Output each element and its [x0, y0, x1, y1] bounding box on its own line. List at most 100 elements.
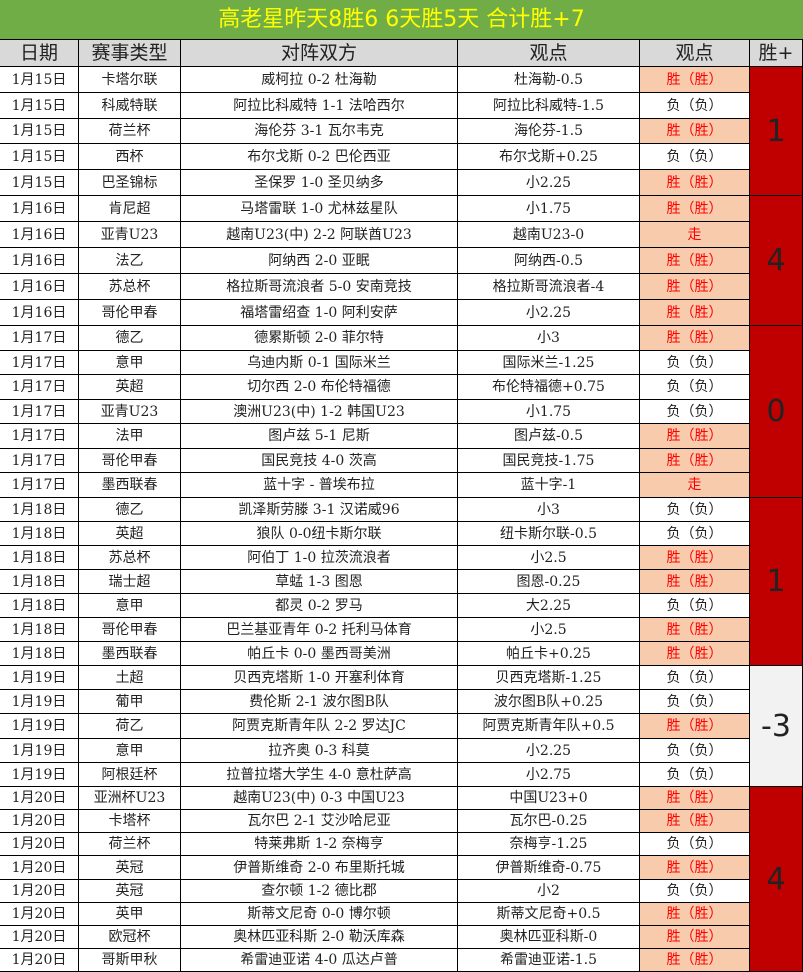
cell-result[interactable]: 负（负）	[640, 763, 750, 787]
cell-competition[interactable]: 意甲	[79, 739, 181, 763]
cell-result[interactable]: 负（负）	[640, 351, 750, 375]
cell-competition[interactable]: 法乙	[79, 248, 181, 274]
cell-view[interactable]: 阿纳西-0.5	[458, 248, 640, 274]
cell-match[interactable]: 费伦斯 2-1 波尔图B队	[181, 690, 458, 714]
cell-competition[interactable]: 德乙	[79, 498, 181, 522]
cell-competition[interactable]: 意甲	[79, 351, 181, 375]
cell-match[interactable]: 帕丘卡 0-0 墨西哥美洲	[181, 642, 458, 666]
cell-date[interactable]: 1月18日	[0, 618, 79, 642]
cell-date[interactable]: 1月17日	[0, 473, 79, 498]
cell-result[interactable]: 胜（胜）	[640, 300, 750, 326]
cell-view[interactable]: 图卢兹-0.5	[458, 424, 640, 449]
cell-match[interactable]: 凯泽斯劳滕 3-1 汉诺威96	[181, 498, 458, 522]
cell-view[interactable]: 帕丘卡+0.25	[458, 642, 640, 666]
cell-competition[interactable]: 亚洲杯U23	[79, 787, 181, 810]
cell-view[interactable]: 波尔图B队+0.25	[458, 690, 640, 714]
cell-date[interactable]: 1月15日	[0, 93, 79, 119]
cell-result[interactable]: 负（负）	[640, 666, 750, 690]
cell-result[interactable]: 胜（胜）	[640, 787, 750, 810]
cell-view[interactable]: 小2.25	[458, 739, 640, 763]
cell-view[interactable]: 大2.25	[458, 594, 640, 618]
cell-result[interactable]: 走	[640, 222, 750, 248]
cell-date[interactable]: 1月16日	[0, 222, 79, 248]
cell-competition[interactable]: 苏总杯	[79, 274, 181, 300]
cell-date[interactable]: 1月19日	[0, 763, 79, 787]
cell-result[interactable]: 胜（胜）	[640, 949, 750, 972]
cell-date[interactable]: 1月18日	[0, 594, 79, 618]
cell-match[interactable]: 狼队 0-0纽卡斯尔联	[181, 522, 458, 546]
cell-view[interactable]: 小2.25	[458, 170, 640, 196]
cell-match[interactable]: 特莱弗斯 1-2 奈梅亨	[181, 833, 458, 856]
day-total-cell[interactable]: 4	[750, 787, 803, 972]
cell-result[interactable]: 胜（胜）	[640, 424, 750, 449]
cell-competition[interactable]: 卡塔杯	[79, 810, 181, 833]
cell-date[interactable]: 1月20日	[0, 810, 79, 833]
cell-result[interactable]: 胜（胜）	[640, 618, 750, 642]
cell-competition[interactable]: 墨西联春	[79, 473, 181, 498]
cell-match[interactable]: 贝西克塔斯 1-0 开塞利体育	[181, 666, 458, 690]
cell-match[interactable]: 拉齐奥 0-3 科莫	[181, 739, 458, 763]
cell-date[interactable]: 1月15日	[0, 67, 79, 93]
cell-competition[interactable]: 哥伦甲春	[79, 300, 181, 326]
cell-view[interactable]: 越南U23-0	[458, 222, 640, 248]
cell-view[interactable]: 小2.5	[458, 618, 640, 642]
cell-result[interactable]: 胜（胜）	[640, 570, 750, 594]
cell-date[interactable]: 1月19日	[0, 666, 79, 690]
cell-result[interactable]: 胜（胜）	[640, 714, 750, 739]
cell-date[interactable]: 1月19日	[0, 690, 79, 714]
cell-competition[interactable]: 葡甲	[79, 690, 181, 714]
cell-date[interactable]: 1月16日	[0, 248, 79, 274]
cell-competition[interactable]: 亚青U23	[79, 222, 181, 248]
cell-competition[interactable]: 阿根廷杯	[79, 763, 181, 787]
cell-competition[interactable]: 荷乙	[79, 714, 181, 739]
cell-competition[interactable]: 英冠	[79, 880, 181, 903]
cell-view[interactable]: 蓝十字-1	[458, 473, 640, 498]
cell-result[interactable]: 走	[640, 473, 750, 498]
cell-date[interactable]: 1月18日	[0, 642, 79, 666]
cell-date[interactable]: 1月16日	[0, 300, 79, 326]
cell-view[interactable]: 阿拉比科威特-1.5	[458, 93, 640, 119]
cell-competition[interactable]: 哥斯甲秋	[79, 949, 181, 972]
cell-view[interactable]: 布伦特福德+0.75	[458, 375, 640, 400]
cell-view[interactable]: 中国U23+0	[458, 787, 640, 810]
cell-view[interactable]: 希雷迪亚诺-1.5	[458, 949, 640, 972]
cell-result[interactable]: 胜（胜）	[640, 196, 750, 222]
header-competition[interactable]: 赛事类型	[79, 40, 181, 67]
cell-result[interactable]: 胜（胜）	[640, 170, 750, 196]
cell-result[interactable]: 负（负）	[640, 690, 750, 714]
cell-view[interactable]: 格拉斯哥流浪者-4	[458, 274, 640, 300]
cell-result[interactable]: 胜（胜）	[640, 274, 750, 300]
cell-match[interactable]: 阿伯丁 1-0 拉茨流浪者	[181, 546, 458, 570]
header-win-total[interactable]: 胜+	[750, 40, 803, 67]
cell-result[interactable]: 胜（胜）	[640, 810, 750, 833]
cell-view[interactable]: 海伦芬-1.5	[458, 119, 640, 144]
cell-view[interactable]: 小2.75	[458, 763, 640, 787]
cell-result[interactable]: 负（负）	[640, 498, 750, 522]
cell-result[interactable]: 负（负）	[640, 833, 750, 856]
cell-match[interactable]: 斯蒂文尼奇 0-0 博尔顿	[181, 903, 458, 926]
cell-match[interactable]: 威柯拉 0-2 杜海勒	[181, 67, 458, 93]
cell-match[interactable]: 奥林匹亚科斯 2-0 勒沃库森	[181, 926, 458, 949]
cell-view[interactable]: 小3	[458, 498, 640, 522]
cell-date[interactable]: 1月17日	[0, 449, 79, 473]
cell-view[interactable]: 瓦尔巴-0.25	[458, 810, 640, 833]
cell-date[interactable]: 1月17日	[0, 400, 79, 424]
cell-match[interactable]: 德累斯顿 2-0 菲尔特	[181, 326, 458, 351]
day-total-cell[interactable]: 1	[750, 498, 803, 666]
cell-competition[interactable]: 法甲	[79, 424, 181, 449]
cell-view[interactable]: 小1.75	[458, 196, 640, 222]
cell-view[interactable]: 阿贾克斯青年队+0.5	[458, 714, 640, 739]
day-total-cell[interactable]: 4	[750, 196, 803, 326]
cell-competition[interactable]: 科威特联	[79, 93, 181, 119]
cell-result[interactable]: 负（负）	[640, 739, 750, 763]
cell-competition[interactable]: 巴圣锦标	[79, 170, 181, 196]
cell-competition[interactable]: 肯尼超	[79, 196, 181, 222]
day-total-cell[interactable]: 1	[750, 67, 803, 196]
cell-competition[interactable]: 亚青U23	[79, 400, 181, 424]
cell-view[interactable]: 布尔戈斯+0.25	[458, 144, 640, 170]
cell-date[interactable]: 1月15日	[0, 144, 79, 170]
cell-match[interactable]: 海伦芬 3-1 瓦尔韦克	[181, 119, 458, 144]
cell-result[interactable]: 胜（胜）	[640, 67, 750, 93]
cell-result[interactable]: 胜（胜）	[640, 119, 750, 144]
cell-match[interactable]: 格拉斯哥流浪者 5-0 安南竞技	[181, 274, 458, 300]
